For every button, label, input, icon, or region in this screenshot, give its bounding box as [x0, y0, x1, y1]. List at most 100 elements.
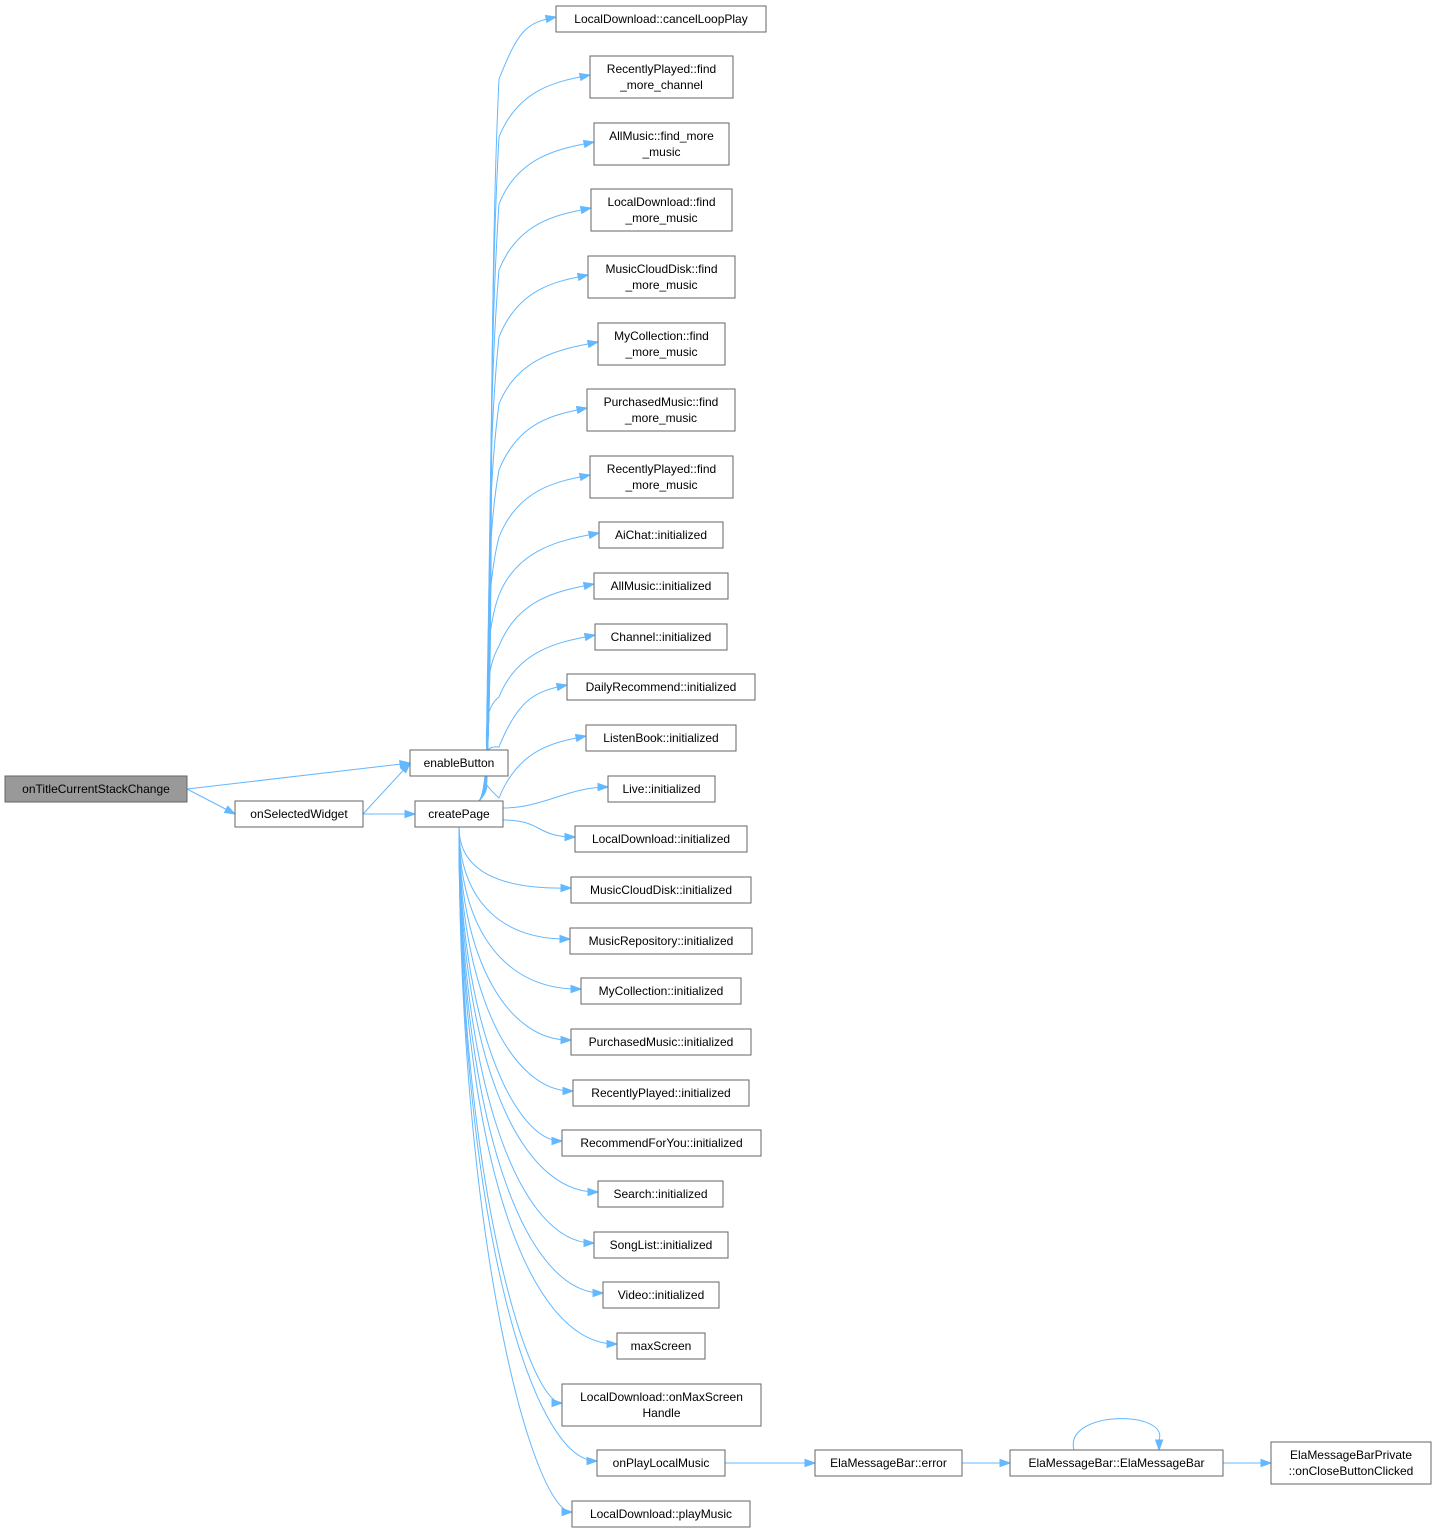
node-Video_init[interactable]: Video::initialized [602, 1281, 720, 1309]
node-Channel_init[interactable]: Channel::initialized [594, 623, 728, 651]
edge-onTitleCurrentStackChange-to-onSelectedWidget [186, 788, 237, 815]
node-box [585, 724, 737, 752]
node-onTitleCurrentStackChange: onTitleCurrentStackChange [4, 775, 188, 803]
node-ListenBook_init[interactable]: ListenBook::initialized [585, 724, 737, 752]
node-box [571, 1500, 751, 1528]
node-label: createPage [428, 807, 490, 821]
node-label: DailyRecommend::initialized [586, 680, 737, 694]
node-LD_find_more_music[interactable]: LocalDownload::find_more_music [590, 188, 733, 232]
node-label: onTitleCurrentStackChange [22, 782, 170, 796]
edge-createPage-to-Video_init [458, 826, 605, 1298]
node-RecommendForYou_init[interactable]: RecommendForYou::initialized [561, 1129, 762, 1157]
node-box [561, 1383, 762, 1427]
node-RP_find_more_music[interactable]: RecentlyPlayed::find_more_music [589, 455, 734, 499]
node-MusicRepository_init[interactable]: MusicRepository::initialized [569, 927, 753, 955]
node-MC_find_more_music[interactable]: MyCollection::find_more_music [597, 322, 726, 366]
node-label: ListenBook::initialized [603, 731, 718, 745]
edge-arrowhead [583, 1238, 596, 1248]
node-Search_init[interactable]: Search::initialized [597, 1180, 724, 1208]
node-box [1270, 1441, 1432, 1485]
node-label: Search::initialized [613, 1187, 707, 1201]
edge-line [458, 826, 571, 940]
node-box [593, 122, 730, 166]
edge-createPage-to-LD_find_more_music [478, 205, 593, 802]
node-box [234, 800, 364, 828]
node-MCD_find_more_music[interactable]: MusicCloudDisk::find_more_music [587, 255, 736, 299]
edge-createPage-to-Search_init [458, 826, 600, 1197]
node-box [580, 977, 742, 1005]
edge-createPage-to-LD_onMaxScreenHandle [458, 826, 564, 1408]
edge-onPlayLocalMusic-to-EMB_error [725, 1458, 817, 1468]
node-label: maxScreen [631, 1339, 692, 1353]
node-RP_find_more_channel[interactable]: RecentlyPlayed::find_more_channel [589, 55, 734, 99]
node-SongList_init[interactable]: SongList::initialized [593, 1231, 729, 1259]
edge-createPage-to-Live_init [502, 782, 610, 809]
node-label: LocalDownload::onMaxScreen [580, 1390, 743, 1404]
node-MyCollection_init[interactable]: MyCollection::initialized [580, 977, 742, 1005]
edge-line [478, 735, 587, 802]
node-enableButton[interactable]: enableButton [409, 749, 509, 777]
edge-arrowhead [561, 1507, 574, 1517]
node-box [1009, 1449, 1224, 1477]
node-createPage[interactable]: createPage [414, 800, 504, 828]
edge-line [502, 786, 609, 809]
node-onPlayLocalMusic[interactable]: onPlayLocalMusic [596, 1449, 726, 1477]
edge-line [458, 826, 572, 889]
edge-line [458, 826, 573, 1513]
node-box [597, 1180, 724, 1208]
node-label: AllMusic::initialized [611, 579, 712, 593]
edge-arrowhead [592, 1288, 605, 1298]
node-onSelectedWidget[interactable]: onSelectedWidget [234, 800, 364, 828]
node-label: ElaMessageBar::error [830, 1456, 947, 1470]
edge-createPage-to-SongList_init [458, 826, 596, 1248]
edge-arrowhead [804, 1458, 817, 1468]
node-box [414, 800, 504, 828]
node-box [602, 1281, 720, 1309]
node-label: MyCollection::find [614, 329, 709, 343]
node-EMBP_onClose[interactable]: ElaMessageBarPrivate::onCloseButtonClick… [1270, 1441, 1432, 1485]
edge-arrowhead [575, 405, 589, 415]
node-box [607, 775, 716, 803]
node-LD_cancelLoopPlay[interactable]: LocalDownload::cancelLoopPlay [555, 5, 767, 33]
node-AiChat_init[interactable]: AiChat::initialized [598, 521, 724, 549]
edge-createPage-to-onPlayLocalMusic [458, 826, 599, 1466]
edge-createPage-to-maxScreen [458, 826, 619, 1349]
node-PM_find_more_music[interactable]: PurchasedMusic::find_more_music [586, 388, 736, 432]
edge-arrowhead [582, 581, 596, 591]
node-label: Video::initialized [618, 1288, 705, 1302]
node-label: _more_music [624, 478, 697, 492]
edge-line [458, 826, 563, 1142]
edge-arrowhead [579, 205, 593, 215]
node-EMB_ctor[interactable]: ElaMessageBar::ElaMessageBar [1009, 1449, 1224, 1477]
node-LD_playMusic[interactable]: LocalDownload::playMusic [571, 1500, 751, 1528]
node-label: RecentlyPlayed::initialized [591, 1086, 730, 1100]
node-maxScreen[interactable]: maxScreen [616, 1332, 706, 1360]
node-label: PurchasedMusic::find [604, 395, 719, 409]
edge-arrowhead [562, 1086, 575, 1096]
node-box [594, 623, 728, 651]
node-DailyRecommend_init[interactable]: DailyRecommend::initialized [566, 673, 756, 701]
edge-createPage-to-RecentlyPlayed_init [458, 826, 575, 1096]
node-MusicCloudDisk_init[interactable]: MusicCloudDisk::initialized [570, 876, 752, 904]
node-label: _more_music [624, 345, 697, 359]
node-RecentlyPlayed_init[interactable]: RecentlyPlayed::initialized [572, 1079, 750, 1107]
node-label: MusicRepository::initialized [589, 934, 734, 948]
node-LocalDownload_init[interactable]: LocalDownload::initialized [574, 825, 748, 853]
node-label: LocalDownload::initialized [592, 832, 730, 846]
edge-EMB_error-to-EMB_ctor [962, 1458, 1012, 1468]
node-box [589, 455, 734, 499]
edge-createPage-to-DailyRecommend_init [478, 682, 569, 802]
node-label: _more_music [624, 211, 697, 225]
node-AllMusic_init[interactable]: AllMusic::initialized [593, 572, 729, 600]
node-box [4, 775, 188, 803]
edge-arrowhead [570, 984, 583, 994]
node-PurchasedMusic_init[interactable]: PurchasedMusic::initialized [570, 1028, 752, 1056]
node-EMB_error[interactable]: ElaMessageBar::error [814, 1449, 963, 1477]
node-Live_init[interactable]: Live::initialized [607, 775, 716, 803]
node-label: onSelectedWidget [250, 807, 348, 821]
node-label: _more_music [624, 278, 697, 292]
edge-arrowhead [555, 682, 569, 692]
node-AM_find_more_music[interactable]: AllMusic::find_more_music [593, 122, 730, 166]
